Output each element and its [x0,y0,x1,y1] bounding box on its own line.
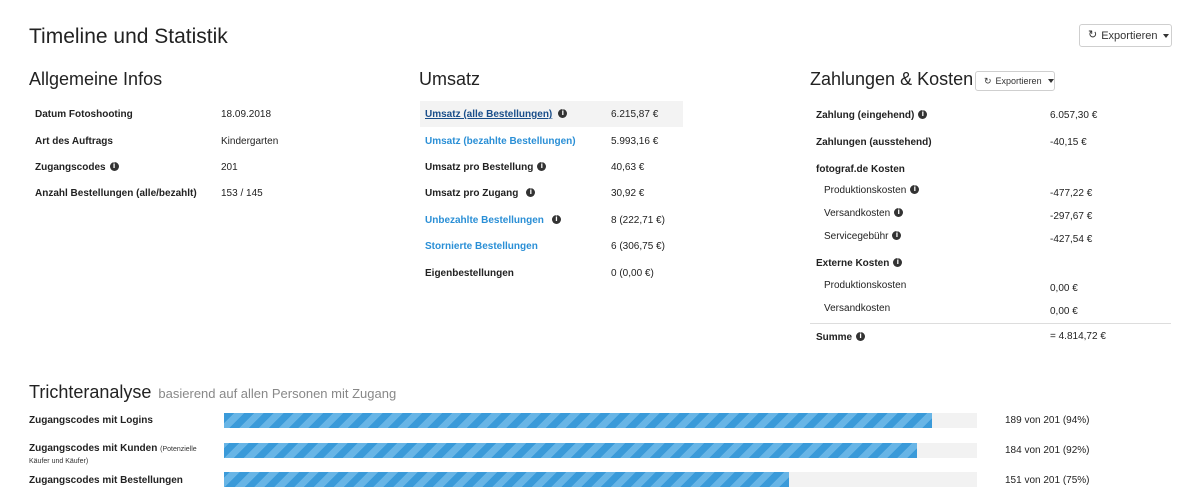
funnel-bar-track [224,413,977,428]
general-label: Datum Fotoshooting [35,109,133,120]
payments-label: Summe [816,332,853,343]
refresh-icon: ↻ [984,75,992,86]
funnel-label: Zugangscodes mit Bestellungen [29,475,183,486]
general-value: 201 [221,162,238,173]
funnel-value: 189 von 201 (94%) [1005,415,1090,426]
revenue-paid-link-label[interactable]: Umsatz (bezahlte Bestellungen) [425,136,576,147]
caret-down-icon [1047,79,1054,83]
funnel-value: 184 von 201 (92%) [1005,445,1090,456]
revenue-value: 5.993,16 € [611,136,659,147]
revenue-row-per-access: Umsatz pro Zugang i [425,187,536,199]
payments-divider [810,323,1171,324]
general-label: Art des Auftrags [35,136,113,147]
funnel-heading: Trichteranalyse basierend auf allen Pers… [29,382,396,403]
payments-row-service: Servicegebühr i [824,230,902,242]
payments-value: -427,54 € [1050,234,1093,245]
funnel-bar-track [224,443,977,458]
revenue-row-highlight [420,101,683,127]
funnel-note: (Potenzielle Käufer und Käufer) [29,446,197,465]
payments-value: -477,22 € [1050,188,1093,199]
general-value: 18.09.2018 [221,109,272,120]
revenue-cancelled-link-label[interactable]: Stornierte Bestellungen [425,241,538,252]
export-button-label: Exportieren [1101,29,1158,42]
general-label: Zugangscodes [35,162,106,173]
info-icon[interactable]: i [910,184,920,194]
revenue-value: 6 (306,75 €) [611,241,665,252]
revenue-row-per-order: Umsatz pro Bestellung i [425,161,547,173]
payments-label: Zahlung (eingehend) [816,110,915,121]
payments-label: Produktionskosten [824,185,907,196]
payments-label: Zahlungen (ausstehend) [816,137,932,148]
payments-group-external: Externe Kosten i [816,257,903,269]
revenue-value: 30,92 € [611,188,645,199]
revenue-value: 0 (0,00 €) [611,268,654,279]
payments-value: -40,15 € [1050,137,1087,148]
payments-value: 0,00 € [1050,306,1078,317]
general-value: Kindergarten [221,136,279,147]
info-icon[interactable]: i [856,331,866,341]
general-label-zugangscodes: Zugangscodes i [35,161,119,173]
caret-down-icon [1163,33,1170,38]
funnel-value: 151 von 201 (75%) [1005,475,1090,486]
page-title: Timeline und Statistik [29,25,228,48]
info-icon[interactable]: i [558,108,568,118]
payments-value: 0,00 € [1050,283,1078,294]
revenue-label: Umsatz pro Bestellung [425,162,534,173]
info-icon[interactable]: i [892,230,902,240]
info-icon[interactable]: i [551,214,561,224]
revenue-all-link[interactable]: Umsatz (alle Bestellungen) [425,109,553,120]
payments-row-sum: Summe i [816,331,866,343]
revenue-unpaid-link[interactable]: Unbezahlte Bestellungen [425,215,544,226]
payments-label: Servicegebühr [824,231,889,242]
payments-row-incoming: Zahlung (eingehend) i [816,109,928,121]
info-icon[interactable]: i [918,109,928,119]
general-label: Anzahl Bestellungen (alle/bezahlt) [35,188,197,199]
payments-value: 6.057,30 € [1050,110,1098,121]
export-button[interactable]: ↻ Exportieren [1079,24,1172,47]
payments-group-fotograf: fotograf.de Kosten [816,164,905,175]
funnel-label-customers: Zugangscodes mit Kunden (Potenzielle Käu… [29,443,219,467]
funnel-bar-fill [224,443,917,458]
funnel-label: Zugangscodes mit Logins [29,415,153,426]
payments-value: -297,67 € [1050,211,1093,222]
revenue-paid-link[interactable]: Umsatz (bezahlte Bestellungen) [425,136,576,147]
payments-value: = 4.814,72 € [1050,331,1106,342]
info-icon[interactable]: i [526,187,536,197]
funnel-subtitle: basierend auf allen Personen mit Zugang [158,386,397,401]
payments-label: Versandkosten [824,303,891,314]
revenue-value: 40,63 € [611,162,645,173]
payments-row-production: Produktionskosten i [824,184,920,196]
payments-title: Zahlungen & Kosten [810,69,974,89]
revenue-row-unpaid: Unbezahlte Bestellungen i [425,214,561,226]
revenue-value: 6.215,87 € [611,109,659,120]
info-icon[interactable]: i [894,207,904,217]
funnel-bar-fill [224,472,789,487]
revenue-label: Eigenbestellungen [425,268,514,279]
payments-label: Versandkosten [824,208,891,219]
refresh-icon: ↻ [1088,29,1098,41]
revenue-cancelled-link[interactable]: Stornierte Bestellungen [425,241,538,252]
general-value: 153 / 145 [221,188,263,199]
funnel-bar-track [224,472,977,487]
revenue-label: Umsatz pro Zugang [425,188,519,199]
general-title: Allgemeine Infos [29,69,163,89]
payments-row-shipping: Versandkosten i [824,207,904,219]
payments-label: Externe Kosten [816,258,890,269]
payments-export-label: Exportieren [995,76,1042,86]
revenue-value: 8 (222,71 €) [611,215,665,226]
funnel-title: Trichteranalyse [29,382,152,402]
info-icon[interactable]: i [893,257,903,267]
payments-label: Produktionskosten [824,280,907,291]
payments-export-button[interactable]: ↻ Exportieren [975,71,1055,91]
info-icon[interactable]: i [537,161,547,171]
revenue-title: Umsatz [419,69,481,89]
revenue-row-all: Umsatz (alle Bestellungen) i [425,108,568,120]
funnel-label: Zugangscodes mit Kunden [29,443,158,454]
funnel-bar-fill [224,413,932,428]
info-icon[interactable]: i [109,161,119,171]
